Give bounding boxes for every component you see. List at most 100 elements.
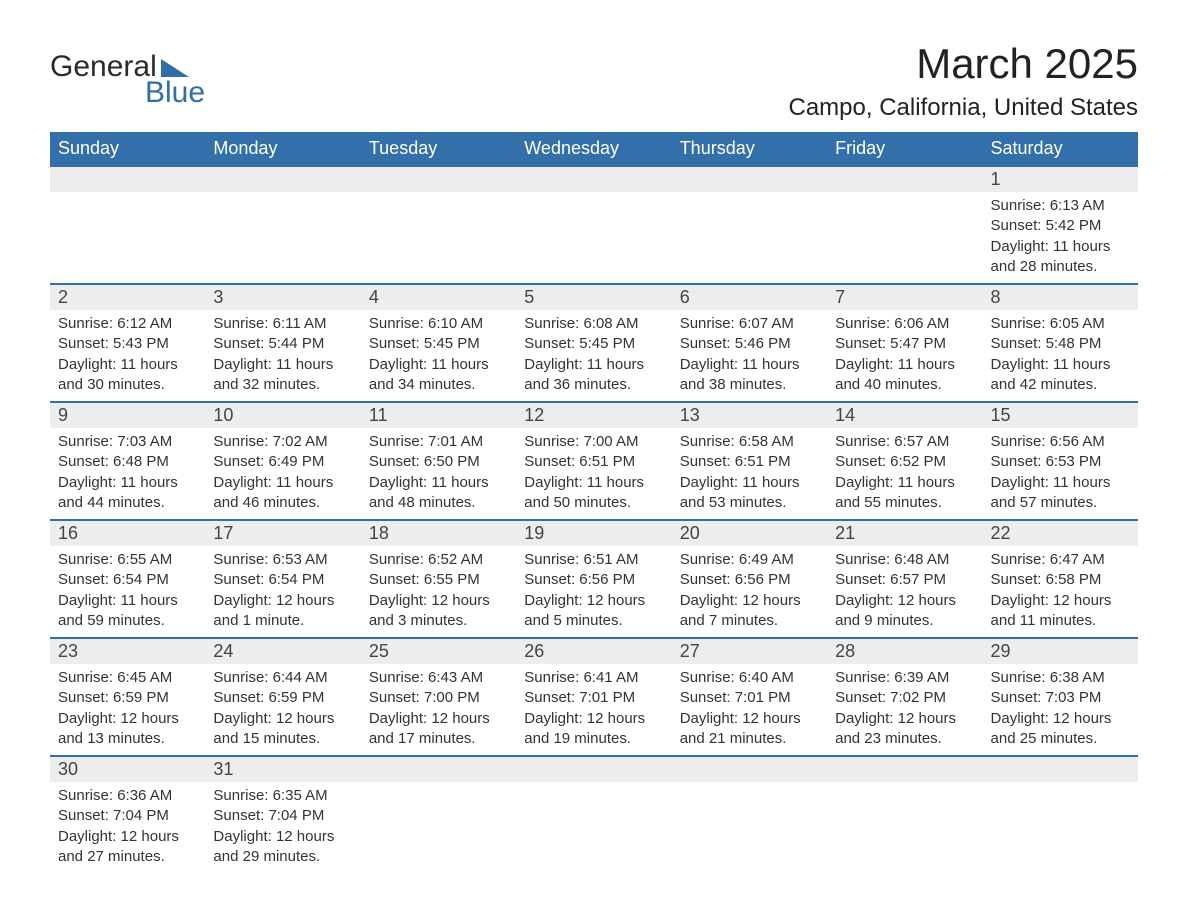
- d2-text: and 34 minutes.: [369, 375, 508, 395]
- d1-text: Daylight: 11 hours: [369, 355, 508, 375]
- detail-row: Sunrise: 6:13 AMSunset: 5:42 PMDaylight:…: [50, 192, 1138, 284]
- d2-text: and 15 minutes.: [213, 729, 352, 749]
- day-detail-cell: Sunrise: 6:05 AMSunset: 5:48 PMDaylight:…: [983, 310, 1138, 402]
- day-number: 27: [680, 641, 700, 661]
- sunset-text: Sunset: 7:01 PM: [680, 688, 819, 708]
- d2-text: and 30 minutes.: [58, 375, 197, 395]
- day-detail-cell: Sunrise: 6:53 AMSunset: 6:54 PMDaylight:…: [205, 546, 360, 638]
- sunrise-text: Sunrise: 6:44 AM: [213, 668, 352, 688]
- day-number: 2: [58, 287, 68, 307]
- d2-text: and 42 minutes.: [991, 375, 1130, 395]
- sunset-text: Sunset: 6:56 PM: [680, 570, 819, 590]
- sunset-text: Sunset: 6:59 PM: [58, 688, 197, 708]
- calendar-table: Sunday Monday Tuesday Wednesday Thursday…: [50, 132, 1138, 873]
- sunset-text: Sunset: 5:44 PM: [213, 334, 352, 354]
- sunset-text: Sunset: 6:48 PM: [58, 452, 197, 472]
- day-detail-cell: Sunrise: 6:58 AMSunset: 6:51 PMDaylight:…: [672, 428, 827, 520]
- day-detail-cell: Sunrise: 6:48 AMSunset: 6:57 PMDaylight:…: [827, 546, 982, 638]
- d1-text: Daylight: 11 hours: [680, 355, 819, 375]
- sunset-text: Sunset: 6:56 PM: [524, 570, 663, 590]
- d2-text: and 19 minutes.: [524, 729, 663, 749]
- day-number-cell: 27: [672, 638, 827, 664]
- d2-text: and 11 minutes.: [991, 611, 1130, 631]
- sunset-text: Sunset: 7:00 PM: [369, 688, 508, 708]
- day-number: 7: [835, 287, 845, 307]
- sunset-text: Sunset: 6:51 PM: [524, 452, 663, 472]
- sunrise-text: Sunrise: 6:43 AM: [369, 668, 508, 688]
- sunset-text: Sunset: 5:46 PM: [680, 334, 819, 354]
- day-number: 11: [369, 405, 388, 425]
- sunrise-text: Sunrise: 6:45 AM: [58, 668, 197, 688]
- day-detail-cell: Sunrise: 6:55 AMSunset: 6:54 PMDaylight:…: [50, 546, 205, 638]
- sunrise-text: Sunrise: 6:53 AM: [213, 550, 352, 570]
- day-number-cell: 3: [205, 284, 360, 310]
- day-number: 24: [213, 641, 233, 661]
- d2-text: and 17 minutes.: [369, 729, 508, 749]
- sunrise-text: Sunrise: 6:55 AM: [58, 550, 197, 570]
- d2-text: and 28 minutes.: [991, 257, 1130, 277]
- d1-text: Daylight: 12 hours: [680, 591, 819, 611]
- day-number-cell: 26: [516, 638, 671, 664]
- day-detail-cell: Sunrise: 6:44 AMSunset: 6:59 PMDaylight:…: [205, 664, 360, 756]
- d2-text: and 5 minutes.: [524, 611, 663, 631]
- day-number-cell: 12: [516, 402, 671, 428]
- d1-text: Daylight: 11 hours: [991, 237, 1130, 257]
- sunset-text: Sunset: 5:45 PM: [524, 334, 663, 354]
- d2-text: and 57 minutes.: [991, 493, 1130, 513]
- day-detail-cell: Sunrise: 7:03 AMSunset: 6:48 PMDaylight:…: [50, 428, 205, 520]
- header: General Blue March 2025 Campo, Californi…: [50, 40, 1138, 122]
- sunrise-text: Sunrise: 6:12 AM: [58, 314, 197, 334]
- d1-text: Daylight: 12 hours: [58, 827, 197, 847]
- d1-text: Daylight: 11 hours: [524, 355, 663, 375]
- daynum-row: 2345678: [50, 284, 1138, 310]
- d1-text: Daylight: 12 hours: [58, 709, 197, 729]
- day-number-cell: 11: [361, 402, 516, 428]
- sunrise-text: Sunrise: 6:13 AM: [991, 196, 1130, 216]
- logo-triangle-icon: [161, 57, 189, 77]
- day-number-cell: 13: [672, 402, 827, 428]
- day-number-cell: 5: [516, 284, 671, 310]
- sunrise-text: Sunrise: 6:48 AM: [835, 550, 974, 570]
- d2-text: and 55 minutes.: [835, 493, 974, 513]
- day-detail-cell: Sunrise: 6:39 AMSunset: 7:02 PMDaylight:…: [827, 664, 982, 756]
- weekday-header: Thursday: [672, 132, 827, 166]
- d1-text: Daylight: 11 hours: [369, 473, 508, 493]
- day-number-cell: 30: [50, 756, 205, 782]
- day-detail-cell: [672, 192, 827, 284]
- day-detail-cell: Sunrise: 6:12 AMSunset: 5:43 PMDaylight:…: [50, 310, 205, 402]
- day-number: 3: [213, 287, 223, 307]
- day-number: 14: [835, 405, 855, 425]
- day-detail-cell: Sunrise: 6:47 AMSunset: 6:58 PMDaylight:…: [983, 546, 1138, 638]
- sunset-text: Sunset: 6:55 PM: [369, 570, 508, 590]
- logo-word-1: General: [50, 50, 157, 84]
- sunset-text: Sunset: 6:52 PM: [835, 452, 974, 472]
- sunset-text: Sunset: 6:57 PM: [835, 570, 974, 590]
- sunset-text: Sunset: 5:45 PM: [369, 334, 508, 354]
- day-number: 25: [369, 641, 389, 661]
- day-number: 18: [369, 523, 389, 543]
- sunset-text: Sunset: 7:03 PM: [991, 688, 1130, 708]
- d2-text: and 29 minutes.: [213, 847, 352, 867]
- d1-text: Daylight: 11 hours: [213, 355, 352, 375]
- sunset-text: Sunset: 5:47 PM: [835, 334, 974, 354]
- day-detail-cell: Sunrise: 6:11 AMSunset: 5:44 PMDaylight:…: [205, 310, 360, 402]
- d1-text: Daylight: 12 hours: [369, 591, 508, 611]
- day-number-cell: 14: [827, 402, 982, 428]
- d1-text: Daylight: 12 hours: [213, 709, 352, 729]
- day-number-cell: [983, 756, 1138, 782]
- sunrise-text: Sunrise: 7:02 AM: [213, 432, 352, 452]
- day-detail-cell: Sunrise: 6:57 AMSunset: 6:52 PMDaylight:…: [827, 428, 982, 520]
- day-detail-cell: Sunrise: 6:38 AMSunset: 7:03 PMDaylight:…: [983, 664, 1138, 756]
- d2-text: and 21 minutes.: [680, 729, 819, 749]
- sunrise-text: Sunrise: 6:39 AM: [835, 668, 974, 688]
- day-detail-cell: [827, 782, 982, 873]
- daynum-row: 9101112131415: [50, 402, 1138, 428]
- d1-text: Daylight: 11 hours: [991, 355, 1130, 375]
- day-detail-cell: Sunrise: 6:51 AMSunset: 6:56 PMDaylight:…: [516, 546, 671, 638]
- d1-text: Daylight: 11 hours: [524, 473, 663, 493]
- day-number-cell: [516, 166, 671, 192]
- logo-word-2: Blue: [145, 76, 205, 110]
- d2-text: and 48 minutes.: [369, 493, 508, 513]
- day-detail-cell: [672, 782, 827, 873]
- sunset-text: Sunset: 5:48 PM: [991, 334, 1130, 354]
